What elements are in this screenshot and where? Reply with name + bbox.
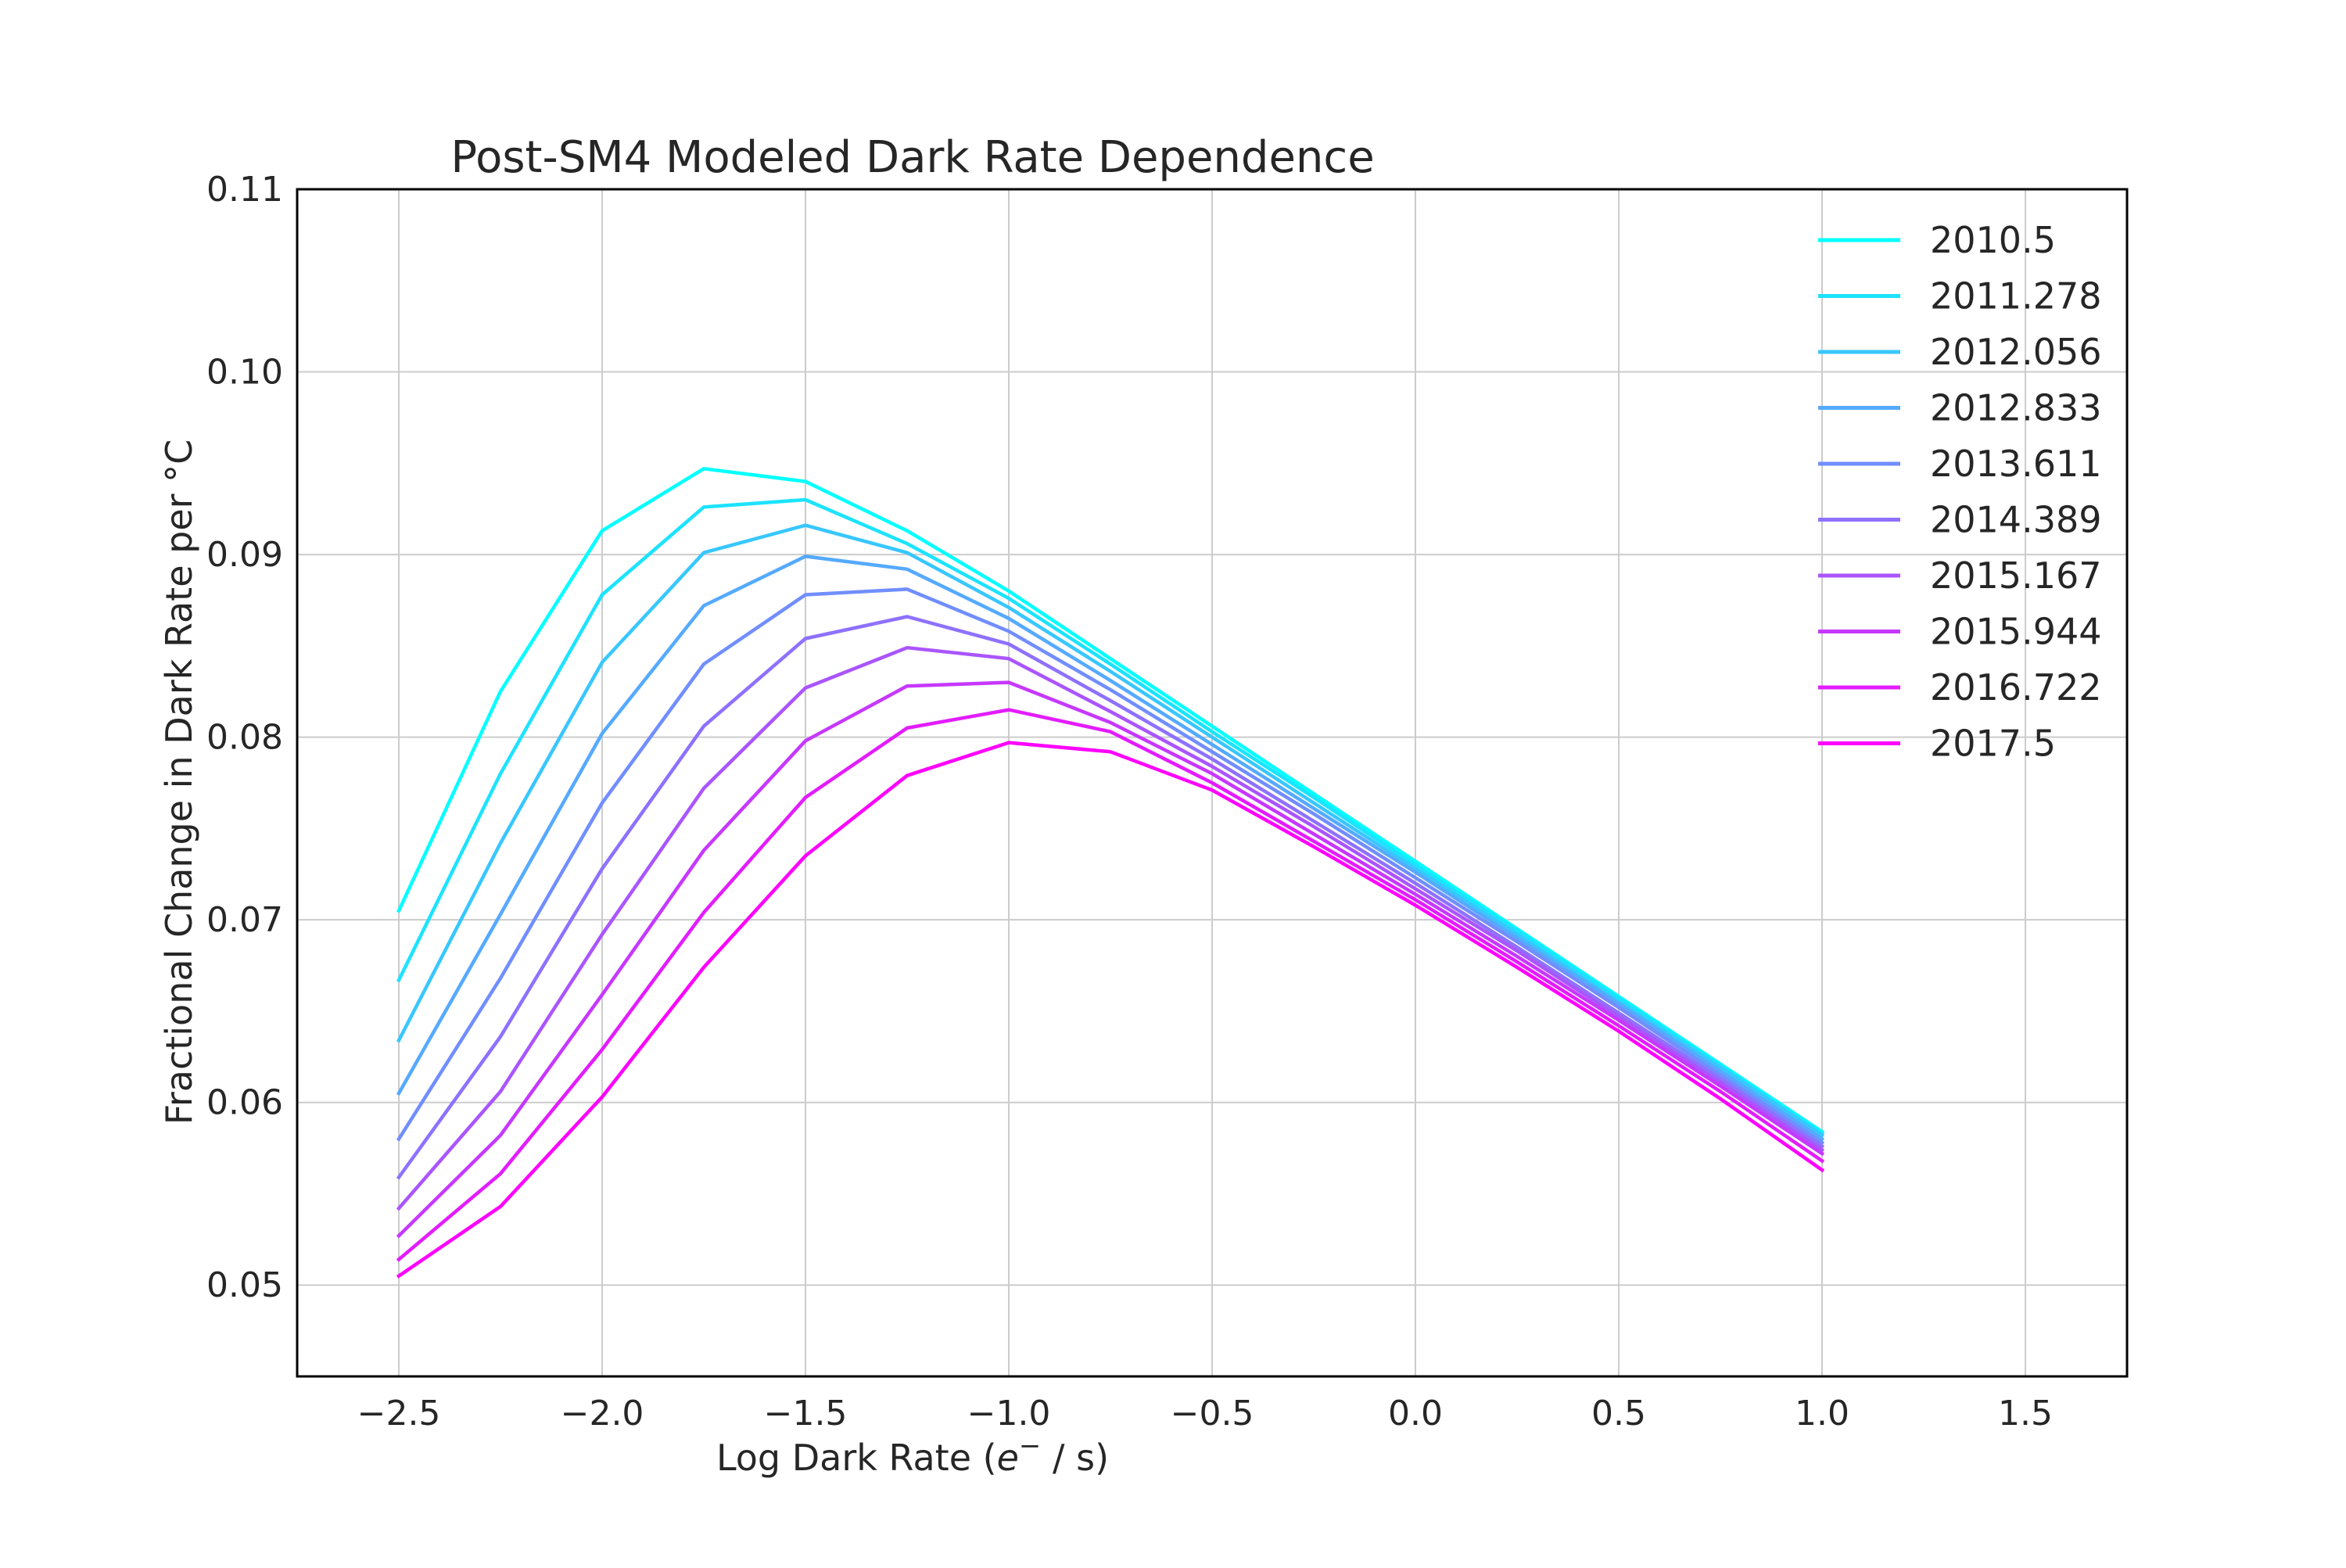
legend-label: 2014.389 [1930, 499, 2102, 541]
x-tick-label: 0.0 [1388, 1394, 1443, 1433]
y-tick-label: 0.06 [206, 1083, 283, 1123]
x-tick-label: 0.5 [1591, 1394, 1646, 1433]
series-line-2011.278 [396, 497, 1825, 1136]
legend-label: 2010.5 [1930, 219, 2056, 261]
series-line-2015.167 [396, 645, 1825, 1211]
x-tick-label: −0.5 [1171, 1394, 1254, 1433]
legend-label: 2015.944 [1930, 611, 2102, 653]
legend-label: 2015.167 [1930, 554, 2102, 597]
series-line-2016.722 [396, 708, 1825, 1262]
y-tick-label: 0.11 [206, 170, 283, 210]
x-axis-label-main: Log Dark Rate ( [716, 1437, 997, 1479]
series-line-2014.389 [396, 615, 1825, 1180]
x-axis-label: Log Dark Rate (e− / s) [716, 1430, 1109, 1479]
x-axis-label-superscript: − [1019, 1430, 1042, 1462]
series-line-2012.833 [396, 554, 1825, 1142]
y-tick-label: 0.05 [206, 1265, 283, 1305]
legend-label: 2017.5 [1930, 723, 2056, 765]
x-axis-label-italic: e [997, 1437, 1019, 1479]
series-lines [396, 467, 1825, 1279]
x-tick-label: −2.0 [561, 1394, 644, 1433]
legend-label: 2013.611 [1930, 443, 2102, 485]
x-tick-label: −2.5 [357, 1394, 441, 1433]
legend-label: 2012.833 [1930, 387, 2102, 429]
series-line-2015.944 [396, 680, 1825, 1239]
series-line-2012.056 [396, 523, 1825, 1138]
series-line-2017.5 [396, 741, 1825, 1279]
axis-ticks: −2.5 −2.0 −1.5 −1.0 −0.5 0.0 0.5 1.0 1.5 0.05 0.06… [206, 170, 2053, 1433]
series-line-2013.611 [396, 587, 1825, 1146]
chart-title: Post-SM4 Modeled Dark Rate Dependence [450, 132, 1374, 183]
plot-frame [296, 188, 2129, 1378]
legend-label: 2012.056 [1930, 331, 2102, 373]
x-tick-label: −1.5 [764, 1394, 848, 1433]
x-axis-label-tail: / s) [1041, 1437, 1109, 1479]
y-tick-label: 0.08 [206, 718, 283, 758]
x-tick-label: −1.0 [967, 1394, 1051, 1433]
y-tick-label: 0.10 [206, 353, 283, 393]
y-axis-label: Fractional Change in Dark Rate per °C [158, 440, 200, 1125]
x-tick-label: 1.0 [1795, 1394, 1849, 1433]
y-tick-label: 0.09 [206, 535, 283, 575]
legend: 2010.5 2011.278 2012.056 2012.833 2013.611 20… [1818, 219, 2102, 765]
legend-label: 2016.722 [1930, 666, 2102, 709]
y-tick-label: 0.07 [206, 900, 283, 940]
legend-label: 2011.278 [1930, 275, 2102, 318]
grid [297, 188, 2127, 1376]
x-tick-label: 1.5 [1998, 1394, 2053, 1433]
